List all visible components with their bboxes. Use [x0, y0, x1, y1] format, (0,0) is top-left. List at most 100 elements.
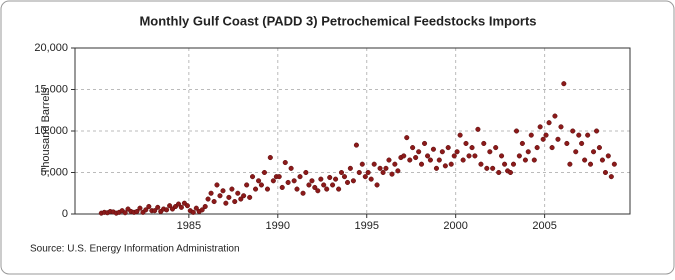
point — [258, 182, 264, 188]
point — [496, 169, 502, 176]
point — [300, 190, 306, 196]
point — [294, 186, 300, 192]
point — [611, 161, 617, 167]
point — [425, 153, 431, 159]
point — [383, 165, 389, 171]
point — [264, 186, 271, 192]
point — [448, 161, 454, 167]
point — [442, 163, 448, 169]
point — [309, 178, 315, 184]
point — [418, 161, 425, 167]
point — [502, 161, 508, 167]
point — [146, 203, 152, 210]
point — [587, 161, 594, 167]
point — [540, 136, 546, 142]
point — [401, 153, 407, 159]
point — [490, 165, 496, 171]
point — [460, 157, 466, 163]
x-tick-label: 1990 — [266, 220, 290, 232]
point — [184, 203, 190, 209]
y-tick-label: 0 — [62, 208, 68, 220]
point — [353, 142, 359, 148]
point — [330, 182, 336, 188]
point — [193, 205, 199, 211]
point — [484, 165, 490, 171]
point — [288, 165, 294, 171]
point — [546, 120, 552, 126]
point — [202, 203, 208, 210]
point — [457, 132, 463, 138]
point — [175, 201, 182, 207]
point — [605, 153, 611, 159]
point — [291, 178, 297, 184]
point — [487, 149, 493, 155]
point — [315, 188, 321, 194]
point — [220, 188, 226, 194]
point — [507, 169, 514, 176]
point — [445, 145, 451, 151]
point — [267, 155, 273, 161]
point — [338, 169, 345, 176]
point — [232, 199, 238, 205]
point — [306, 182, 312, 188]
point — [573, 149, 579, 155]
point — [570, 128, 576, 134]
point — [211, 199, 217, 205]
point — [478, 161, 484, 167]
point — [226, 194, 232, 200]
point — [333, 176, 339, 182]
point — [528, 132, 534, 138]
y-tick-label: 10,000 — [34, 125, 68, 137]
point — [469, 145, 475, 151]
plot-area — [74, 47, 631, 215]
point — [208, 190, 214, 196]
point — [282, 159, 288, 166]
point — [599, 157, 605, 163]
point — [356, 169, 362, 176]
point — [143, 207, 149, 213]
y-axis-label: Thousand Barrels — [40, 87, 52, 174]
point — [472, 153, 478, 159]
point — [270, 178, 276, 184]
point — [190, 209, 196, 215]
point — [276, 174, 282, 180]
point — [537, 124, 543, 130]
point — [167, 203, 173, 209]
point — [555, 136, 561, 142]
point — [321, 182, 327, 188]
point — [576, 132, 582, 138]
y-tick-label: 20,000 — [34, 42, 68, 54]
point — [217, 193, 223, 199]
point — [552, 113, 558, 119]
point — [531, 157, 537, 163]
x-tick-label: 1985 — [177, 220, 201, 232]
point — [522, 157, 528, 163]
x-tick-label: 1995 — [354, 220, 378, 232]
point — [558, 124, 564, 130]
point — [404, 135, 410, 141]
point — [392, 161, 398, 167]
x-tick-label: 2005 — [532, 220, 556, 232]
point — [454, 149, 460, 155]
point — [365, 169, 371, 176]
point — [362, 174, 368, 180]
point — [439, 149, 445, 155]
y-tick-label: 15,000 — [34, 83, 68, 95]
point — [229, 186, 235, 192]
point — [410, 145, 416, 151]
point — [380, 169, 386, 176]
point — [594, 128, 600, 134]
point — [564, 140, 570, 146]
point — [596, 145, 602, 151]
point — [389, 171, 395, 177]
point — [534, 145, 540, 151]
point — [590, 149, 597, 155]
point — [244, 182, 250, 188]
point — [436, 157, 442, 163]
point — [223, 200, 229, 206]
point — [238, 196, 244, 202]
point — [137, 205, 143, 211]
point — [451, 153, 457, 159]
point — [395, 168, 401, 174]
point — [155, 204, 161, 210]
